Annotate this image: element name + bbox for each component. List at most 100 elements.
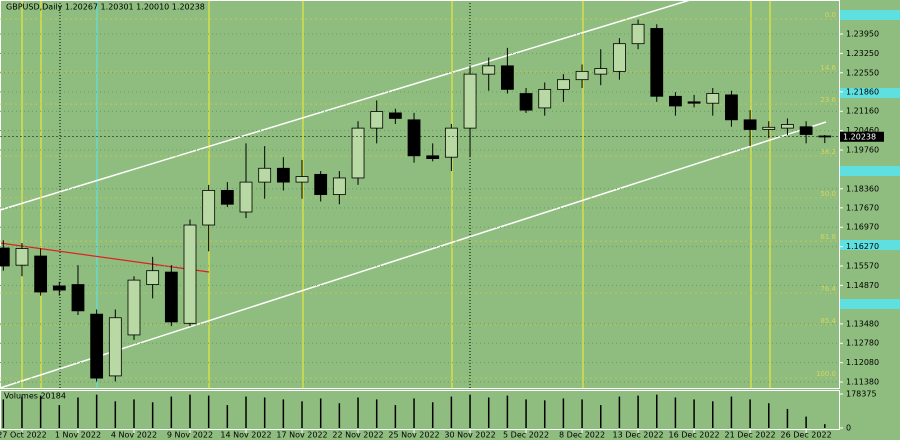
- candle-body: [34, 255, 48, 293]
- y-tick-label: 1.23250: [846, 49, 879, 58]
- candle-body: [108, 317, 122, 377]
- x-tick-label: 1 Nov 2022: [55, 431, 101, 440]
- candle-body: [220, 190, 234, 205]
- candle-body: [239, 181, 253, 213]
- candle-body: [762, 126, 776, 130]
- candle-body: [444, 127, 458, 158]
- y-tick-label: 1.23950: [846, 29, 879, 38]
- candle-body: [15, 248, 29, 266]
- candle-body: [370, 111, 384, 129]
- y-tick-label: 1.15570: [846, 261, 879, 270]
- candle-body: [388, 112, 402, 119]
- candle-body: [575, 70, 589, 81]
- price-label: 1.20238: [843, 132, 876, 141]
- y-tick-label: 1.17670: [846, 203, 879, 212]
- x-tick-label: 16 Dec 2022: [669, 431, 720, 440]
- candle-body: [202, 190, 216, 226]
- y-tick-label: 1.11380: [846, 377, 879, 386]
- candle-body: [164, 271, 178, 323]
- trend-line: [0, 242, 210, 273]
- y-tick-label: 1.12780: [846, 339, 879, 348]
- x-tick-label: 13 Dec 2022: [613, 431, 664, 440]
- candle-body: [594, 68, 608, 75]
- x-tick-label: 14 Nov 2022: [220, 431, 271, 440]
- y-tick-label: 1.12080: [846, 358, 879, 367]
- x-tick-label: 21 Dec 2022: [725, 431, 776, 440]
- x-tick-label: 9 Nov 2022: [167, 431, 213, 440]
- channel-line: [0, 121, 827, 389]
- chart-title: GBPUSD,Daily 1.20267 1.20301 1.20010 1.2…: [6, 3, 205, 12]
- candle-body: [743, 119, 757, 130]
- volume-frame: [0, 390, 840, 430]
- fib-label: 100.0: [816, 370, 836, 378]
- level-box: [840, 10, 900, 20]
- candle-body: [463, 73, 477, 129]
- candle-body: [407, 119, 421, 157]
- x-tick-label: 4 Nov 2022: [111, 431, 157, 440]
- candle-body: [52, 285, 66, 291]
- candle-body: [725, 94, 738, 121]
- x-tick-label: 27 Oct 2022: [0, 431, 47, 440]
- fib-label: 76.4: [820, 285, 836, 293]
- candle-body: [90, 313, 104, 379]
- candle-body: [426, 155, 440, 159]
- candle-body: [650, 28, 664, 97]
- level-box: [840, 240, 900, 250]
- candle-body: [183, 224, 197, 324]
- candle-body: [71, 284, 85, 312]
- x-tick-label: 30 Nov 2022: [444, 431, 495, 440]
- level-box: [840, 299, 900, 309]
- level-box: [840, 166, 900, 176]
- candle-body: [500, 65, 514, 90]
- y-tick-label: 1.13480: [846, 319, 879, 328]
- candle-body: [295, 176, 309, 183]
- candle-body: [613, 43, 626, 72]
- plot-frame: [0, 0, 840, 389]
- fib-label: 85.4: [820, 317, 836, 325]
- y-tick-label: 1.21160: [846, 107, 879, 116]
- x-tick-label: 17 Nov 2022: [276, 431, 327, 440]
- candle-body: [706, 93, 720, 104]
- y-tick-label: 1.16970: [846, 223, 879, 232]
- x-tick-label: 22 Nov 2022: [332, 431, 383, 440]
- fib-label: 23.6: [820, 96, 836, 104]
- candle-body: [276, 167, 290, 183]
- x-tick-label: 5 Dec 2022: [503, 431, 549, 440]
- candle-body: [0, 247, 10, 267]
- y-tick-label: 1.14870: [846, 281, 879, 290]
- x-tick-label: 26 Dec 2022: [781, 431, 832, 440]
- y-tick-label: 1.16270: [846, 242, 879, 251]
- y-tick-label: 1.20460: [846, 126, 879, 135]
- candle-body: [669, 95, 682, 107]
- candle-body: [332, 177, 346, 195]
- candle-body: [258, 167, 272, 183]
- candle-body: [519, 93, 533, 111]
- y-tick-label: 1.22550: [846, 68, 879, 77]
- candle-body: [631, 23, 645, 45]
- fib-label: 50.0: [820, 190, 836, 198]
- candle-body: [687, 101, 701, 104]
- fib-label: 14.6: [820, 64, 836, 72]
- y-tick-label: 1.21860: [846, 87, 879, 96]
- candle-body: [557, 79, 570, 90]
- x-tick-label: 8 Dec 2022: [559, 431, 605, 440]
- x-tick-label: 25 Nov 2022: [388, 431, 439, 440]
- candle-body: [482, 65, 496, 75]
- fib-label: 61.8: [820, 233, 836, 241]
- y-tick-label: 1.19760: [846, 145, 879, 154]
- volume-title: Volumes 20184: [4, 392, 66, 401]
- candle-body: [351, 127, 365, 179]
- level-box: [840, 88, 900, 98]
- volume-tick-label: 178375: [846, 390, 877, 399]
- candle-body: [538, 88, 552, 109]
- fib-label: 38.2: [820, 148, 836, 156]
- y-tick-label: 1.18360: [846, 184, 879, 193]
- candle-body: [314, 173, 328, 195]
- candle-body: [781, 124, 794, 129]
- candle-body: [146, 270, 160, 285]
- candle-body: [799, 126, 813, 135]
- decorations: [0, 0, 900, 389]
- volume-tick-label: 0: [846, 424, 851, 433]
